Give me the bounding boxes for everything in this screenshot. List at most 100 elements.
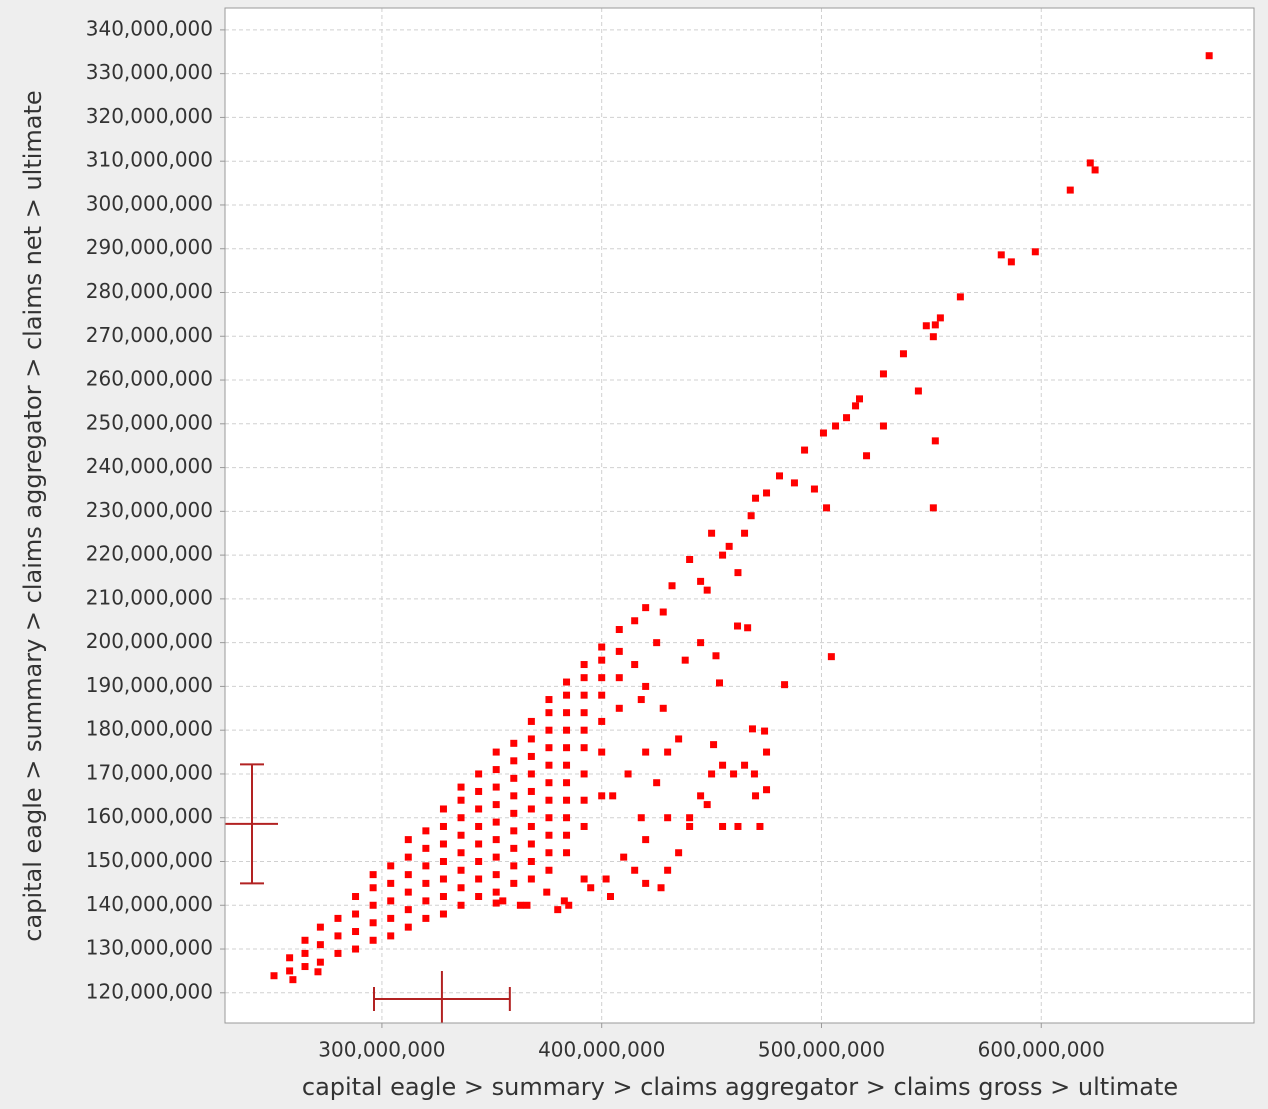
point [598, 691, 606, 699]
point [642, 682, 650, 690]
point [624, 770, 632, 778]
point [457, 814, 465, 822]
point [1031, 248, 1039, 256]
y-tick-label: 320,000,000 [86, 104, 213, 128]
point [810, 485, 818, 493]
point [602, 875, 610, 883]
point [563, 779, 571, 787]
point [492, 801, 500, 809]
point [475, 770, 483, 778]
point [316, 923, 324, 931]
point [475, 787, 483, 795]
point [747, 512, 755, 520]
point [763, 748, 771, 756]
point [580, 661, 588, 669]
point [369, 871, 377, 879]
point [730, 770, 738, 778]
point [545, 696, 553, 704]
y-tick-label: 250,000,000 [86, 410, 213, 434]
point [492, 818, 500, 826]
y-tick-label: 290,000,000 [86, 235, 213, 259]
point [659, 608, 667, 616]
y-error-bar [225, 763, 278, 885]
point [664, 748, 672, 756]
point [527, 875, 535, 883]
point [563, 796, 571, 804]
point [879, 370, 887, 378]
point [734, 622, 742, 630]
point [879, 422, 887, 430]
point [545, 761, 553, 769]
point [725, 542, 733, 550]
y-tick-label: 140,000,000 [86, 892, 213, 916]
point [422, 879, 430, 887]
point [492, 888, 500, 896]
point [563, 814, 571, 822]
point [527, 735, 535, 743]
point [708, 529, 716, 537]
point [852, 402, 860, 410]
ticks: 300,000,000 400,000,000 500,000,000 600,000… [86, 16, 1105, 1061]
y-tick-label: 270,000,000 [86, 323, 213, 347]
point [697, 639, 705, 647]
x-tick-label: 400,000,000 [538, 1038, 665, 1062]
point [516, 901, 524, 909]
point [863, 452, 871, 460]
point [499, 897, 507, 905]
point [404, 871, 412, 879]
y-tick-label: 190,000,000 [86, 673, 213, 697]
y-tick-label: 200,000,000 [86, 629, 213, 653]
point [855, 395, 863, 403]
error-bars [225, 763, 511, 1023]
point [510, 757, 518, 765]
point [675, 735, 683, 743]
point [563, 744, 571, 752]
point [563, 691, 571, 699]
point [615, 704, 623, 712]
point [334, 914, 342, 922]
point [631, 617, 639, 625]
point [1007, 258, 1015, 266]
point [598, 748, 606, 756]
point [843, 414, 851, 422]
point [457, 831, 465, 839]
point [763, 786, 771, 794]
point [801, 446, 809, 454]
point [510, 792, 518, 800]
plot-area [225, 8, 1254, 1023]
point [457, 849, 465, 857]
point [404, 888, 412, 896]
point [475, 875, 483, 883]
point [457, 901, 465, 909]
point [316, 958, 324, 966]
point [475, 822, 483, 830]
point [823, 504, 831, 512]
point [422, 827, 430, 835]
point [527, 822, 535, 830]
point [686, 814, 694, 822]
point [580, 674, 588, 682]
point [387, 914, 395, 922]
point [422, 862, 430, 870]
point [637, 814, 645, 822]
point [899, 350, 907, 358]
point [404, 923, 412, 931]
point [686, 822, 694, 830]
point [719, 761, 727, 769]
point [545, 726, 553, 734]
point [422, 844, 430, 852]
point [545, 796, 553, 804]
point [675, 849, 683, 857]
point [387, 897, 395, 905]
point [642, 604, 650, 612]
point [439, 910, 447, 918]
y-tick-label: 340,000,000 [86, 16, 213, 40]
point [914, 387, 922, 395]
point [761, 727, 769, 735]
point [457, 884, 465, 892]
point [286, 967, 294, 975]
point [475, 857, 483, 865]
point [609, 792, 617, 800]
point [387, 932, 395, 940]
point [1066, 186, 1074, 194]
